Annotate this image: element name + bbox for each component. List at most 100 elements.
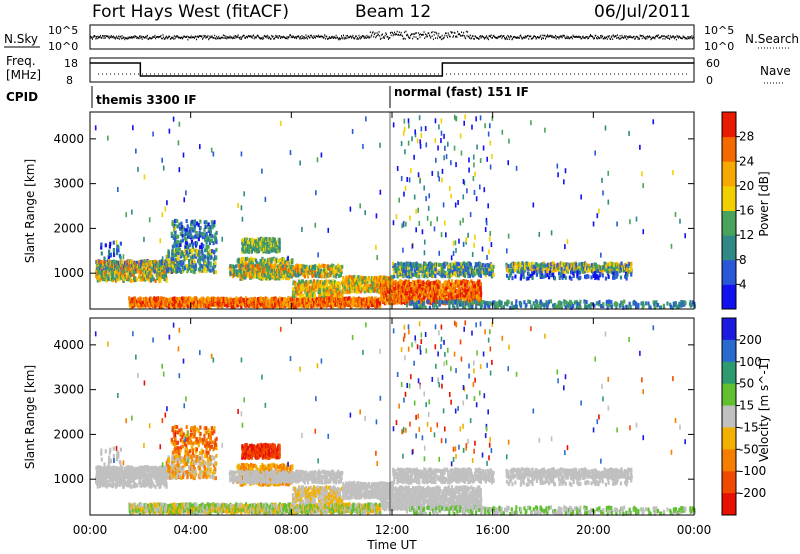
nsky-point: [268, 36, 270, 38]
echo-cell: [169, 266, 172, 271]
echo-cell: [403, 262, 406, 267]
echo-cell: [385, 295, 388, 300]
echo-cell: [270, 257, 273, 262]
nsky-point: [165, 35, 167, 38]
echo-cell: [195, 297, 198, 302]
nsky-point: [683, 36, 685, 39]
echo-cell: [328, 266, 331, 271]
nsky-point: [651, 37, 653, 40]
echo-cell: [351, 276, 354, 281]
echo-cell: [111, 274, 114, 279]
echo-cell: [301, 279, 305, 284]
nsky-point: [681, 37, 683, 40]
echo-cell: [417, 271, 421, 276]
echo-cell: [235, 269, 238, 274]
echo-cell: [394, 263, 397, 268]
nsky-point: [618, 38, 620, 40]
echo-cell: [294, 304, 298, 309]
echo-cell: [183, 248, 187, 253]
nsky-point: [181, 36, 183, 39]
nsky-point: [351, 36, 353, 38]
nsky-point: [482, 36, 484, 38]
echo-cell: [418, 266, 421, 271]
echo-cell: [168, 262, 171, 267]
echo-cell: [325, 294, 328, 299]
echo-cell: [125, 260, 128, 265]
echo-cell: [256, 264, 260, 269]
echo-cell: [164, 273, 168, 278]
echo-cell: [308, 296, 312, 301]
nsky-point: [673, 36, 675, 38]
nsky-point: [683, 36, 685, 39]
nsky-point: [175, 36, 177, 38]
nsky-point: [354, 37, 356, 39]
echo-cell: [470, 287, 473, 292]
echo-cell: [302, 272, 305, 277]
nsky-point: [234, 35, 236, 37]
nsky-point: [222, 34, 224, 37]
echo-cell: [472, 297, 475, 302]
nsky-point: [280, 36, 282, 38]
nsky-point: [334, 36, 336, 39]
echo-cell: [199, 219, 202, 224]
nsky-point: [389, 32, 391, 34]
nsky-point: [606, 36, 608, 38]
echo-cell: [276, 259, 280, 264]
echo-cell: [203, 303, 206, 308]
echo-cell: [142, 276, 145, 281]
echo-cell: [197, 223, 200, 228]
nsky-point: [149, 36, 151, 39]
nsky-point: [324, 37, 326, 40]
nsky-point: [392, 34, 394, 37]
echo-cell: [395, 285, 399, 290]
echo-cell: [338, 282, 341, 287]
echo-cell: [418, 263, 421, 268]
nsky-point: [253, 37, 255, 40]
echo-cell: [253, 296, 257, 301]
echo-cell: [250, 249, 254, 254]
nsky-point: [405, 30, 407, 33]
nsky-point: [302, 36, 304, 38]
echo-cell: [214, 261, 217, 266]
echo-cell: [324, 274, 327, 279]
echo-cell: [131, 269, 134, 274]
echo-cell: [464, 288, 468, 293]
nsky-point: [619, 34, 621, 37]
echo-cell: [259, 259, 262, 264]
nsky-point: [431, 35, 433, 38]
echo-cell: [182, 226, 185, 231]
echo-cell: [117, 268, 120, 273]
echo-cell: [365, 285, 369, 290]
nsky-point: [595, 34, 597, 37]
echo-cell: [299, 281, 302, 286]
echo-cell: [371, 286, 374, 291]
nsky-point: [526, 34, 528, 37]
nsky-point: [649, 36, 651, 39]
echo-cell: [206, 251, 210, 256]
nsky-point: [204, 35, 206, 37]
echo-cell: [199, 245, 202, 250]
echo-cell: [256, 237, 260, 242]
echo-cell: [171, 248, 174, 253]
nsky-point: [655, 35, 657, 37]
nsky-point: [301, 34, 303, 37]
nsky-point: [304, 36, 306, 39]
nsky-point: [402, 38, 404, 40]
echo-cell: [97, 259, 100, 264]
echo-cell: [139, 297, 142, 302]
echo-cell: [229, 263, 232, 268]
nsky-point: [626, 38, 628, 41]
echo-cell: [316, 284, 319, 289]
echo-cell: [452, 292, 455, 297]
echo-cell: [299, 301, 302, 306]
nsky-point: [140, 35, 142, 37]
nsky-point: [96, 37, 98, 40]
echo-cell: [180, 221, 183, 226]
nsky-point: [349, 35, 351, 38]
nsky-point: [554, 36, 556, 39]
echo-cell: [144, 270, 147, 275]
echo-cell: [367, 283, 370, 288]
echo-cell: [183, 233, 186, 238]
echo-cell: [463, 288, 466, 293]
nsky-point: [196, 38, 198, 41]
